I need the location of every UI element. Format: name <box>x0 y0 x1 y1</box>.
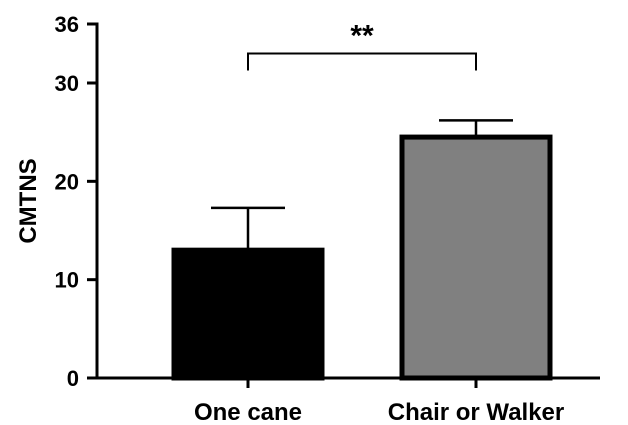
y-ticks: 0 10 20 30 36 <box>55 12 97 391</box>
y-tick-label: 0 <box>67 366 79 391</box>
x-tick-label: One cane <box>194 399 302 425</box>
bar-chair-or-walker <box>399 134 553 381</box>
error-bars <box>211 119 513 251</box>
bar-one-cane <box>171 247 325 381</box>
significance-label: ** <box>350 20 374 53</box>
x-ticks: One cane Chair or Walker <box>194 378 564 425</box>
y-tick-label: 30 <box>55 71 79 96</box>
significance-bracket-line <box>247 52 477 71</box>
y-tick-label: 10 <box>55 268 79 293</box>
bars <box>171 134 553 381</box>
x-tick-label: Chair or Walker <box>388 399 565 425</box>
x-axis: One cane Chair or Walker <box>95 376 600 425</box>
y-axis: 0 10 20 30 36 <box>55 12 99 391</box>
significance-bracket: ** <box>247 20 477 71</box>
y-tick-label: 20 <box>55 169 79 194</box>
y-axis-title: CMTNS <box>15 158 42 243</box>
y-tick-label: 36 <box>55 12 79 37</box>
